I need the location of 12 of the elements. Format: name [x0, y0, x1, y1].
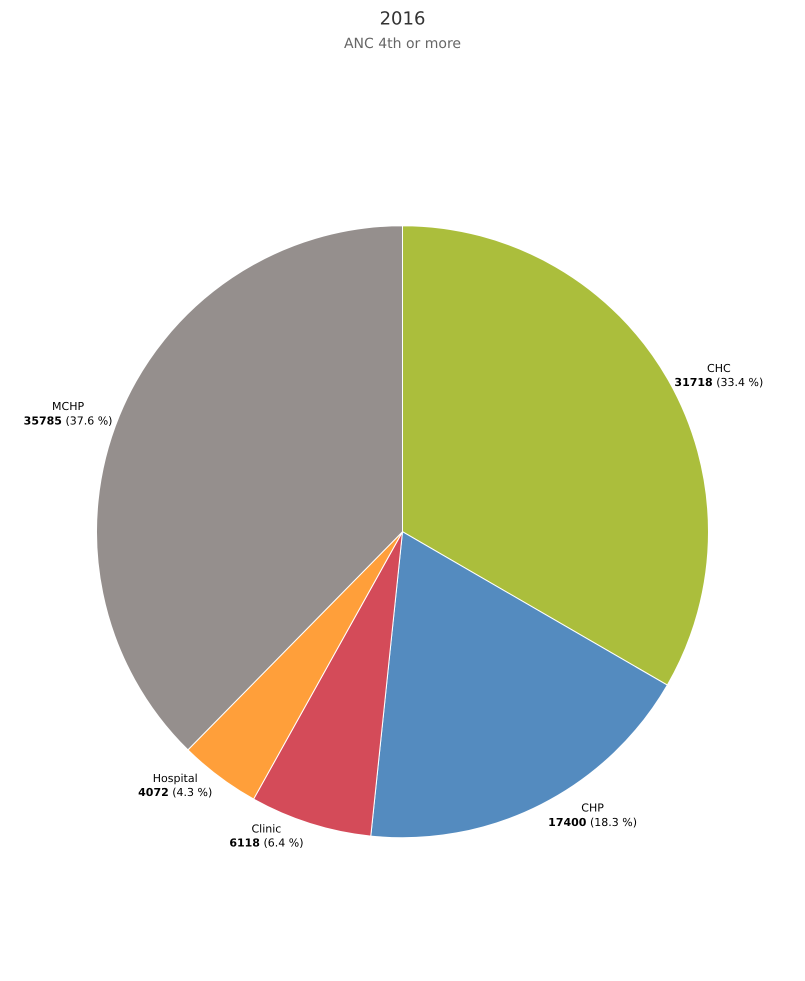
slice-label: Hospital: [152, 772, 198, 785]
slice-label: CHC: [707, 362, 731, 375]
chart-subtitle: ANC 4th or more: [344, 36, 462, 52]
data-label: 4072 (4.3 %): [138, 786, 212, 800]
data-label: 17400 (18.3 %): [548, 816, 637, 829]
slice-label: Clinic: [251, 822, 282, 836]
data-label: 35785 (37.6 %): [24, 414, 112, 428]
data-label: 31718 (33.4 %): [674, 376, 764, 390]
data-label: 6118 (6.4 %): [229, 836, 304, 850]
chart-title: 2016: [380, 8, 426, 30]
slice-label: CHP: [581, 802, 604, 815]
slice-label: MCHP: [52, 400, 84, 414]
